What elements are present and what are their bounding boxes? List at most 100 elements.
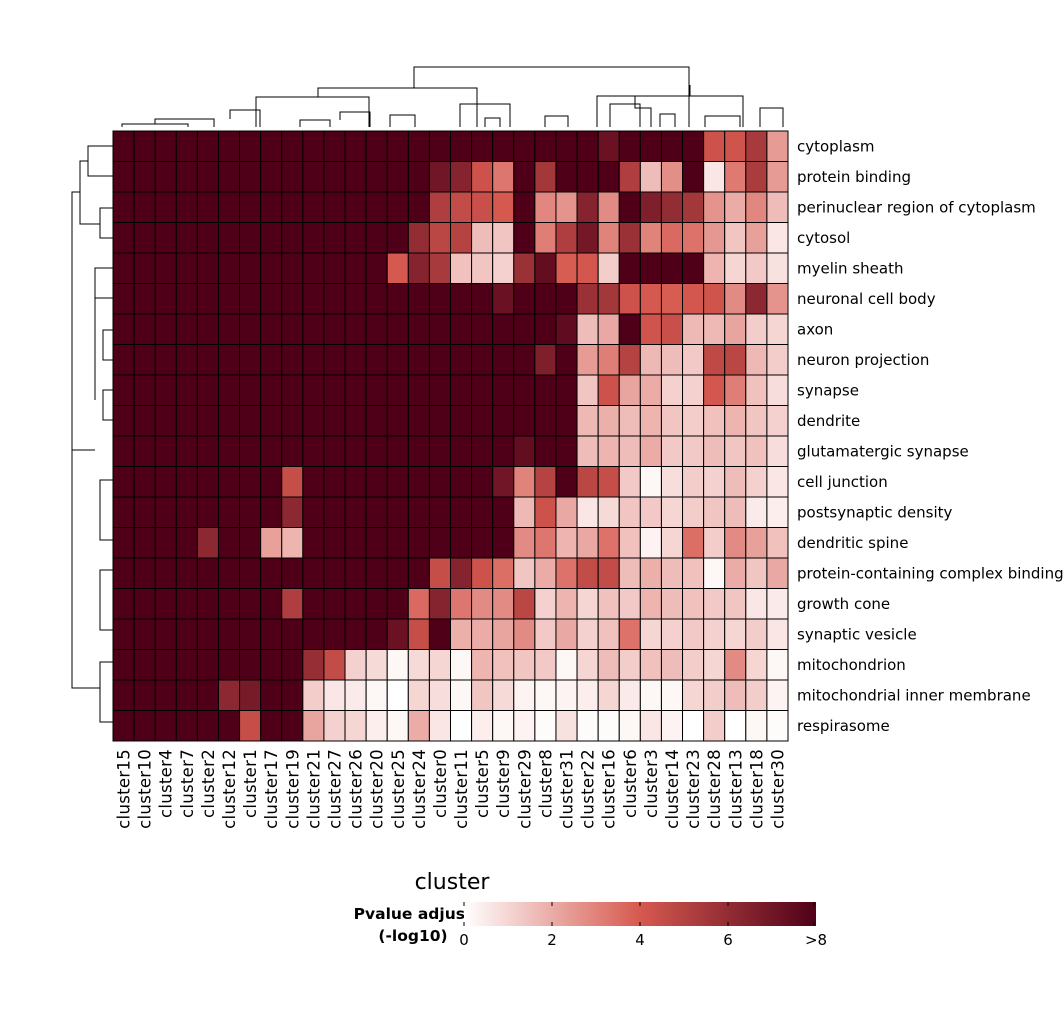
heatmap-cell	[597, 191, 620, 223]
heatmap-cell	[682, 374, 705, 406]
heatmap-cell	[534, 588, 557, 620]
heatmap-cell	[323, 161, 346, 193]
row-label: synapse	[797, 381, 859, 399]
heatmap-cell	[660, 588, 684, 620]
heatmap-cell	[133, 710, 156, 742]
heatmap-cell	[745, 161, 768, 193]
heatmap-cell	[281, 313, 304, 345]
heatmap-cell	[724, 435, 747, 467]
heatmap-cell	[682, 618, 705, 650]
heatmap-cell	[745, 374, 768, 406]
row-label: protein-containing complex binding	[797, 564, 1064, 582]
heatmap-cell	[196, 191, 219, 223]
heatmap-cell	[365, 222, 388, 254]
heatmap-cell	[513, 191, 536, 223]
heatmap-cell	[344, 466, 367, 498]
heatmap-cell	[745, 496, 768, 528]
heatmap-cell	[618, 374, 641, 406]
heatmap-cell	[639, 588, 662, 620]
heatmap-cell	[175, 557, 198, 589]
heatmap-cell	[703, 466, 726, 498]
heatmap-cell	[703, 649, 726, 681]
heatmap-cell	[597, 496, 620, 528]
heatmap-cell	[175, 527, 198, 559]
heatmap-cell	[660, 222, 684, 254]
heatmap-cell	[618, 405, 641, 437]
column-dendrogram	[121, 66, 784, 127]
heatmap-cell	[555, 649, 578, 681]
heatmap-cell	[407, 527, 430, 559]
heatmap-cell	[239, 679, 262, 711]
heatmap-cell	[618, 496, 641, 528]
heatmap-cell	[428, 710, 452, 742]
heatmap-cell	[576, 130, 599, 162]
heatmap-cell	[133, 679, 156, 711]
heatmap-cell	[555, 435, 578, 467]
heatmap-cell	[597, 710, 620, 742]
heatmap-cell	[660, 649, 684, 681]
heatmap-cell	[386, 405, 409, 437]
heatmap-cell	[597, 130, 620, 162]
heatmap-cell	[766, 618, 789, 650]
heatmap-cell	[660, 344, 684, 376]
heatmap-cell	[576, 588, 599, 620]
heatmap-cell	[154, 405, 177, 437]
heatmap-cell	[386, 679, 409, 711]
heatmap-cell	[281, 222, 304, 254]
heatmap-cell	[450, 405, 473, 437]
heatmap-cell	[365, 618, 388, 650]
heatmap-cell	[365, 161, 388, 193]
heatmap-cell	[344, 527, 367, 559]
heatmap-cell	[196, 527, 219, 559]
heatmap-cell	[323, 374, 346, 406]
heatmap-cell	[597, 649, 620, 681]
heatmap-cell	[344, 588, 367, 620]
heatmap-cell	[682, 161, 705, 193]
heatmap-cell	[133, 313, 156, 345]
heatmap-cell	[386, 252, 409, 284]
heatmap-cell	[534, 405, 557, 437]
heatmap-cell	[534, 130, 557, 162]
heatmap-cell	[450, 435, 473, 467]
heatmap-cell	[112, 435, 135, 467]
heatmap-cell	[450, 618, 473, 650]
heatmap-cell	[112, 466, 135, 498]
heatmap-cell	[471, 252, 494, 284]
heatmap-cell	[534, 222, 557, 254]
heatmap-cell	[766, 252, 789, 284]
heatmap-cell	[471, 130, 494, 162]
heatmap-cell	[260, 252, 283, 284]
heatmap-cell	[724, 649, 747, 681]
heatmap-cell	[492, 649, 515, 681]
heatmap-cell	[407, 679, 430, 711]
heatmap-cell	[618, 191, 641, 223]
heatmap-cell	[660, 466, 684, 498]
heatmap-cell	[281, 527, 304, 559]
heatmap-cell	[407, 618, 430, 650]
heatmap-cell	[239, 283, 262, 315]
heatmap-cell	[323, 710, 346, 742]
heatmap-cell	[196, 649, 219, 681]
row-label: cytoplasm	[797, 137, 875, 155]
heatmap-cell	[618, 435, 641, 467]
column-label: cluster6	[621, 749, 640, 818]
heatmap-cell	[344, 252, 367, 284]
heatmap-cell	[154, 161, 177, 193]
heatmap-cell	[302, 252, 325, 284]
heatmap-cell	[639, 649, 662, 681]
heatmap-cell	[703, 161, 726, 193]
heatmap-cell	[618, 252, 641, 284]
heatmap-cell	[724, 466, 747, 498]
heatmap-cell	[534, 435, 557, 467]
heatmap-cell	[281, 191, 304, 223]
heatmap-cell	[154, 222, 177, 254]
heatmap-cell	[428, 222, 452, 254]
heatmap-cell	[597, 344, 620, 376]
heatmap-cell	[323, 344, 346, 376]
heatmap-cell	[428, 618, 452, 650]
heatmap-cell	[618, 222, 641, 254]
heatmap-cell	[682, 435, 705, 467]
heatmap-cell	[428, 435, 452, 467]
heatmap-cell	[703, 374, 726, 406]
